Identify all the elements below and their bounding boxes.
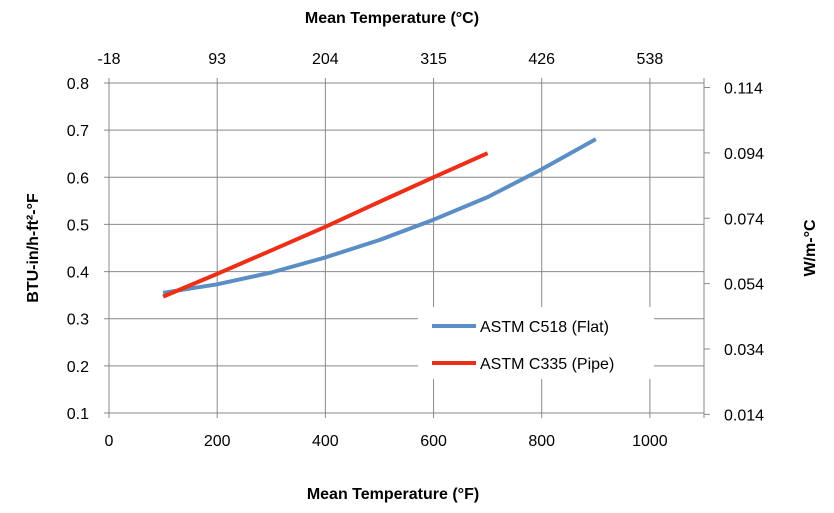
x-tick-label: 800	[528, 433, 555, 450]
legend-label-1: ASTM C518 (Flat)	[480, 319, 609, 336]
axes: 0 -18 200 93 400 204 600 315 800 426 1000 538 0.1 0.2…	[67, 51, 764, 450]
x2-axis-title: Mean Temperature (°C)	[305, 10, 479, 27]
y-tick-label: 0.3	[67, 312, 89, 329]
y-axis-title: BTU-in/h-ft²-°F	[25, 193, 42, 303]
plot-area-border	[108, 82, 705, 414]
legend-label-2: ASTM C335 (Pipe)	[480, 356, 614, 373]
y-tick-label: 0.5	[67, 217, 89, 234]
y2-axis-title: W/m-°C	[802, 219, 819, 277]
x-tick-label: 200	[204, 433, 231, 450]
series-line-2	[162, 151, 489, 299]
y2-tick-label: 0.114	[724, 81, 763, 98]
x2-tick-label: 204	[312, 51, 339, 68]
y2-tick-label: 0.074	[724, 211, 764, 228]
x2-tick-label: 315	[420, 51, 447, 68]
x-tick-label: 600	[420, 433, 447, 450]
y-tick-label: 0.8	[67, 76, 89, 93]
y-tick-label: 0.6	[67, 170, 89, 187]
legend-box	[418, 307, 654, 379]
x-tick-label: 1000	[632, 433, 668, 450]
y-tick-label: 0.7	[67, 123, 89, 140]
x-tick-label: 0	[105, 433, 114, 450]
x2-tick-label: -18	[97, 51, 120, 68]
y-tick-label: 0.1	[67, 406, 89, 423]
y2-tick-label: 0.034	[724, 342, 764, 359]
series-lines	[162, 137, 597, 299]
y2-tick-label: 0.094	[724, 146, 764, 163]
x-tick-label: 400	[312, 433, 339, 450]
x2-tick-label: 538	[637, 51, 664, 68]
x2-tick-label: 426	[528, 51, 555, 68]
series-line-1	[162, 137, 597, 295]
y2-tick-label: 0.014	[724, 407, 764, 424]
y-tick-label: 0.2	[67, 359, 89, 376]
x-axis-title: Mean Temperature (°F)	[307, 486, 479, 503]
y-tick-label: 0.4	[67, 265, 89, 282]
y2-tick-label: 0.054	[724, 277, 764, 294]
x2-tick-label: 93	[208, 51, 226, 68]
legend: ASTM C518 (Flat) ASTM C335 (Pipe)	[418, 307, 654, 379]
